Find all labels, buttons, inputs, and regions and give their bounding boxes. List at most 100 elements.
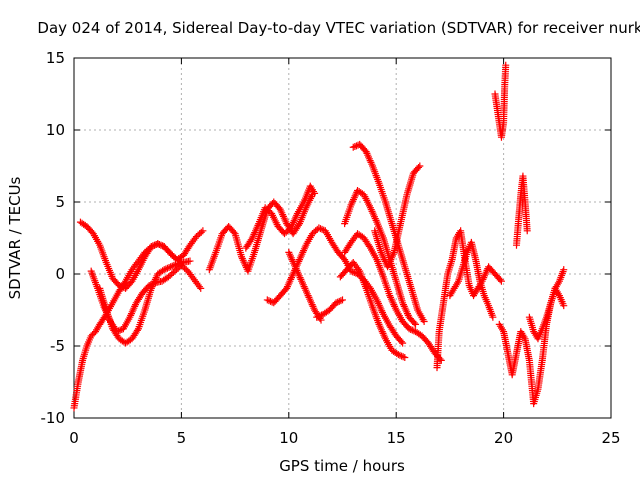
data-point xyxy=(170,261,178,269)
data-point xyxy=(163,264,171,272)
data-point xyxy=(496,276,504,284)
x-tick-label: 5 xyxy=(177,429,187,447)
x-tick-label: 15 xyxy=(387,429,406,447)
x-tick-label: 20 xyxy=(494,429,513,447)
data-point xyxy=(151,241,159,249)
data-point xyxy=(489,313,497,321)
y-tick-label: -5 xyxy=(50,337,65,355)
data-point xyxy=(365,242,373,250)
data-point xyxy=(154,240,162,248)
series-track-18 xyxy=(495,284,568,408)
data-point xyxy=(147,243,155,251)
data-point xyxy=(415,163,423,171)
data-point xyxy=(195,283,203,291)
series-track-14 xyxy=(313,296,346,321)
data-point xyxy=(311,189,319,197)
series-track-16 xyxy=(446,238,497,321)
series-track-6 xyxy=(242,182,319,252)
x-tick-label: 10 xyxy=(279,429,298,447)
data-point xyxy=(397,338,405,346)
data-point xyxy=(412,320,420,328)
data-point xyxy=(416,162,424,170)
series-track-4 xyxy=(96,257,194,347)
data-point xyxy=(399,353,407,361)
data-point xyxy=(314,312,322,320)
axis-ticks: 0 5 10 15 20 25 -10 -5 0 5 10 15 xyxy=(41,49,621,447)
data-point xyxy=(337,297,345,305)
data-point xyxy=(168,262,176,270)
data-point xyxy=(410,319,418,327)
data-point xyxy=(350,269,358,277)
data-point xyxy=(335,297,343,305)
data-point xyxy=(401,354,409,362)
x-tick-label: 25 xyxy=(601,429,620,447)
data-points xyxy=(70,61,568,412)
data-point xyxy=(230,228,238,236)
data-point xyxy=(396,351,404,359)
data-point xyxy=(165,264,173,272)
x-tick-label: 0 xyxy=(69,429,79,447)
data-point xyxy=(199,227,207,235)
data-point xyxy=(197,228,205,236)
data-point xyxy=(197,284,205,292)
data-point xyxy=(160,266,168,274)
y-tick-label: 15 xyxy=(46,49,65,67)
data-point xyxy=(420,318,428,326)
data-point xyxy=(437,356,445,364)
data-point xyxy=(313,313,321,321)
data-point xyxy=(523,227,531,235)
y-tick-label: 5 xyxy=(55,193,65,211)
data-point xyxy=(263,296,271,304)
data-point xyxy=(318,225,326,233)
data-point xyxy=(157,241,165,249)
series-track-13 xyxy=(371,162,424,271)
data-point xyxy=(334,298,342,306)
data-point xyxy=(167,263,175,271)
plot-frame xyxy=(73,57,612,419)
data-point xyxy=(497,277,505,285)
data-point xyxy=(502,61,510,69)
data-point xyxy=(149,242,157,250)
data-point xyxy=(315,224,323,232)
series-track-17 xyxy=(491,61,510,141)
data-point xyxy=(399,339,407,347)
x-axis-label: GPS time / hours xyxy=(279,457,405,475)
data-point xyxy=(316,225,324,233)
data-point xyxy=(354,265,362,273)
data-point xyxy=(394,351,402,359)
data-point xyxy=(294,221,302,229)
data-point xyxy=(349,268,357,276)
series-track-8 xyxy=(285,248,325,324)
series-track-2 xyxy=(76,218,207,292)
chart-title: Day 024 of 2014, Sidereal Day-to-day VTE… xyxy=(37,19,640,37)
data-point xyxy=(408,326,416,334)
data-point xyxy=(349,143,357,151)
data-point xyxy=(115,282,123,290)
data-point xyxy=(171,261,179,269)
data-point xyxy=(351,143,359,151)
data-point xyxy=(116,326,124,334)
data-point xyxy=(133,326,141,334)
data-point xyxy=(560,266,568,274)
data-point xyxy=(162,265,170,273)
y-axis-label: SDTVAR / TECUs xyxy=(6,176,24,299)
data-point xyxy=(407,325,415,333)
series-track-10 xyxy=(341,230,445,364)
series-track-12 xyxy=(336,258,409,362)
data-point xyxy=(332,299,340,307)
data-point xyxy=(560,302,568,310)
data-point xyxy=(339,296,346,304)
data-point xyxy=(405,325,413,333)
y-tick-label: -10 xyxy=(41,409,66,427)
data-point xyxy=(265,297,273,305)
data-point xyxy=(398,352,406,360)
data-point xyxy=(117,282,125,290)
series-track-20 xyxy=(525,266,568,343)
data-point xyxy=(155,240,163,248)
series-track-9 xyxy=(341,186,420,328)
y-tick-label: 10 xyxy=(46,121,65,139)
y-tick-label: 0 xyxy=(55,265,65,283)
data-point xyxy=(316,312,324,320)
data-point xyxy=(186,257,194,265)
